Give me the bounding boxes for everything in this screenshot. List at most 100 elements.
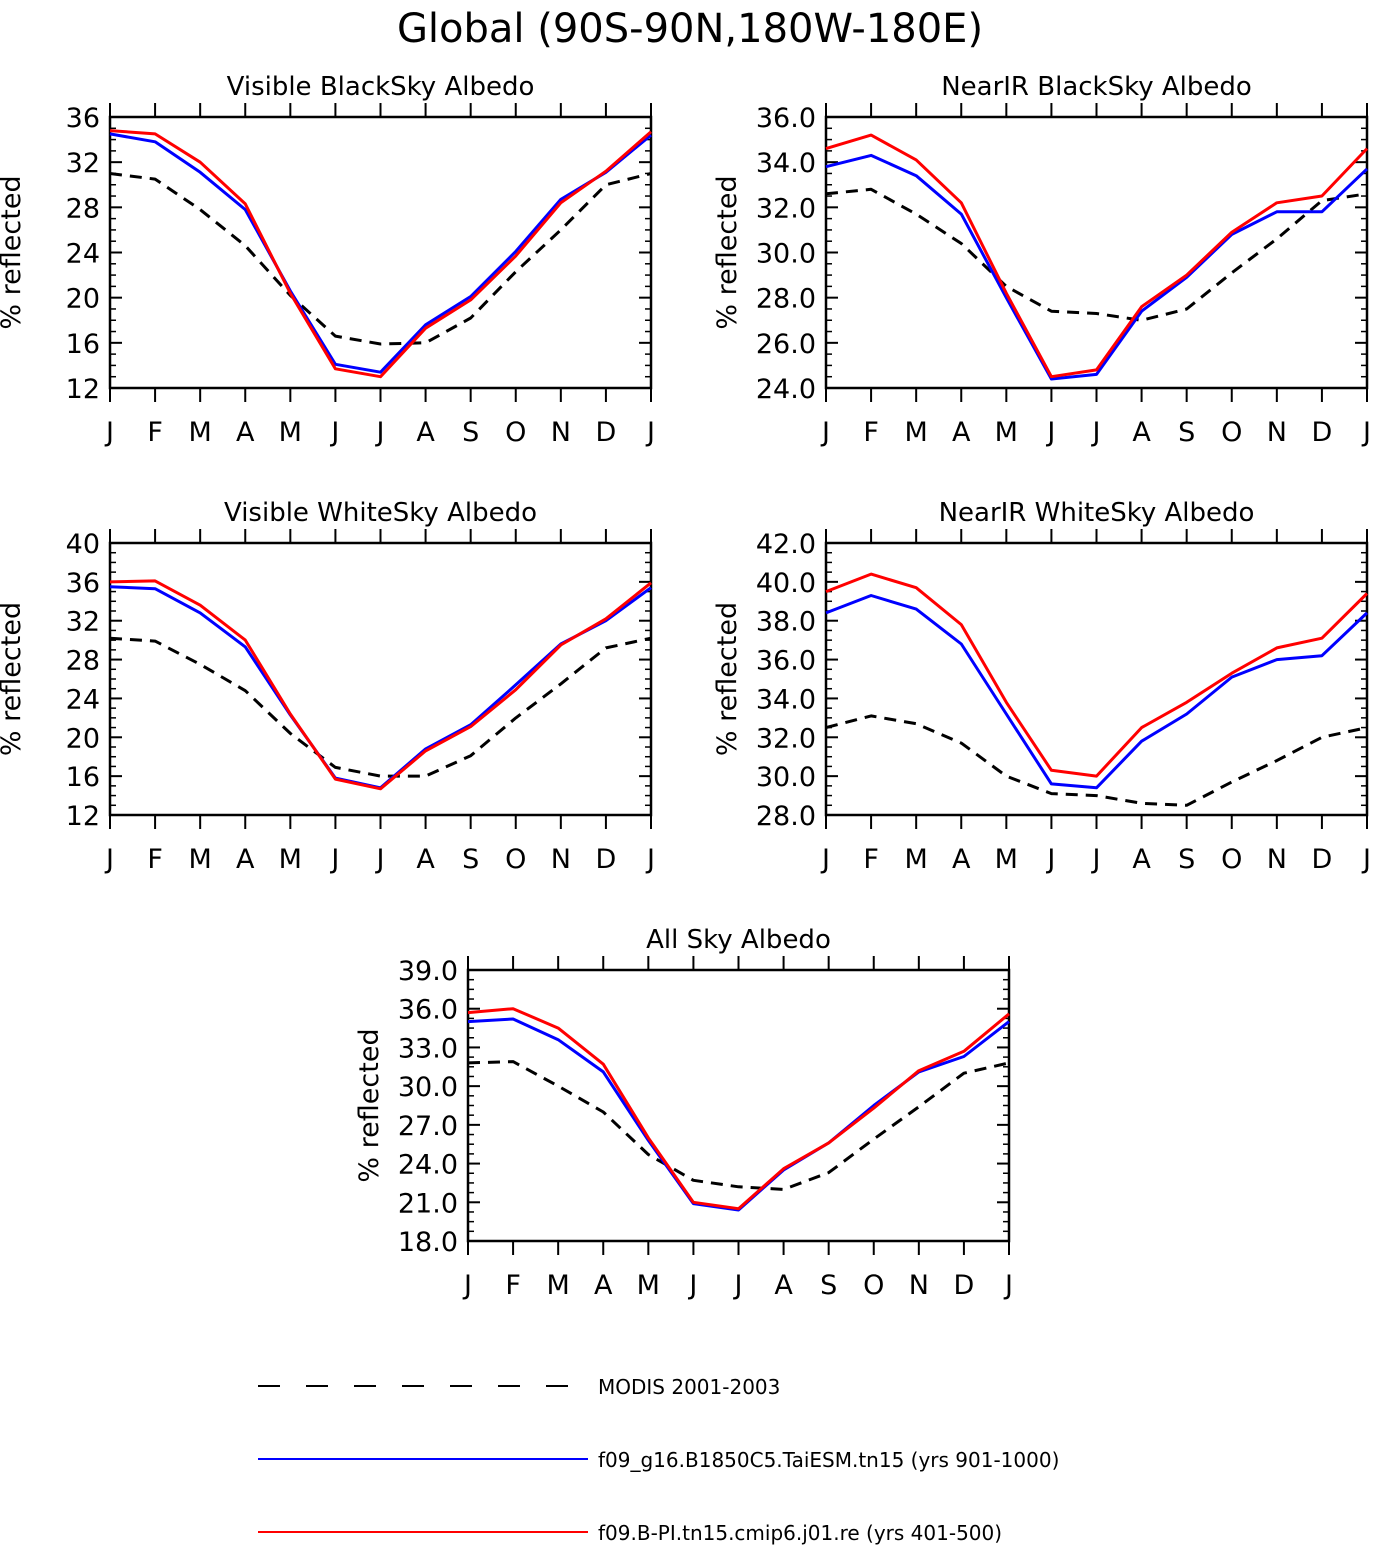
x-tick-label: F [147,417,163,448]
y-tick-label: 21.0 [398,1188,458,1219]
x-tick-label: O [505,844,526,875]
y-tick-label: 32 [66,607,100,638]
y-tick-label: 36.0 [756,646,816,677]
y-tick-label: 38.0 [756,607,816,638]
x-tick-label: J [1045,844,1055,875]
y-tick-label: 12 [66,801,100,832]
x-tick-label: J [1091,417,1101,448]
y-tick-label: 28 [66,646,100,677]
series-line-3 [109,129,652,379]
x-tick-label: A [1132,417,1151,448]
series-line-3 [467,1007,1010,1211]
panel-title: NearIR WhiteSky Albedo [939,498,1255,528]
x-tick-label: M [905,844,928,875]
y-axis-label: % reflected [0,602,27,756]
x-tick-label: J [462,1270,472,1301]
x-tick-label: J [375,844,385,875]
plot-frame [466,968,1011,1243]
panel-2: NearIR BlackSky Albedo 24.0 26.0 28.0 30.0 32… [712,72,1371,448]
x-tick-label: M [547,1270,570,1301]
x-tick-label: N [909,1270,929,1301]
panel-4: NearIR WhiteSky Albedo 28.0 30.0 32.0 34.0 36… [712,498,1371,875]
y-tick-label: 24.0 [398,1150,458,1181]
x-tick-label: F [863,417,879,448]
x-tick-label: J [645,844,655,875]
x-tick-label: D [1312,417,1333,448]
series-line-1 [109,636,652,778]
panel-5: All Sky Albedo 18.0 21.0 24.0 27.0 30.0 33.0 36… [354,925,1013,1301]
y-tick-label: 40.0 [756,568,816,599]
x-tick-label: A [952,844,971,875]
series-line-2 [467,1017,1010,1212]
series-line-3 [109,579,652,791]
x-tick-label: J [820,417,830,448]
panel-title: Visible BlackSky Albedo [227,72,535,102]
x-tick-label: A [416,844,435,875]
y-tick-label: 40 [66,529,100,560]
x-tick-label: A [594,1270,613,1301]
x-tick-label: F [863,844,879,875]
legend-label-1: MODIS 2001-2003 [598,1375,780,1399]
x-tick-label: A [1132,844,1151,875]
x-tick-label: J [1045,417,1055,448]
y-tick-label: 28.0 [756,801,816,832]
x-tick-label: O [505,417,526,448]
x-tick-label: A [774,1270,793,1301]
panel-3: Visible WhiteSky Albedo 12 16 20 24 28 32 36 40 J… [0,498,655,875]
y-tick-label: 36.0 [756,103,816,134]
series-line-1 [109,172,652,346]
y-tick-label: 30.0 [398,1072,458,1103]
x-tick-label: A [952,417,971,448]
series-line-2 [825,594,1369,790]
x-tick-label: F [147,844,163,875]
y-tick-label: 28.0 [756,284,816,315]
series-line-1 [825,187,1368,322]
y-tick-label: 36 [66,568,100,599]
y-tick-label: 30.0 [756,762,816,793]
panel-title: Visible WhiteSky Albedo [224,498,537,528]
y-tick-label: 32 [66,148,100,179]
x-tick-label: S [1178,844,1195,875]
y-tick-label: 30.0 [756,239,816,270]
x-tick-label: J [820,844,830,875]
series-line-3 [825,133,1369,379]
y-axis-label: % reflected [712,602,743,756]
x-tick-label: N [551,844,571,875]
y-tick-label: 20 [66,284,100,315]
x-tick-label: J [329,417,339,448]
y-tick-label: 18.0 [398,1227,458,1258]
x-tick-label: F [505,1270,521,1301]
x-tick-label: M [905,417,928,448]
x-tick-label: M [637,1270,660,1301]
panel-title: All Sky Albedo [646,925,831,955]
x-tick-label: J [329,844,339,875]
y-tick-label: 28 [66,193,100,224]
x-tick-label: S [462,844,479,875]
x-tick-label: J [1361,417,1371,448]
x-tick-label: D [954,1270,975,1301]
x-tick-label: O [863,1270,884,1301]
y-tick-label: 36.0 [398,995,458,1026]
y-tick-label: 24 [66,684,100,715]
x-tick-label: J [1003,1270,1013,1301]
x-tick-label: M [189,844,212,875]
y-tick-label: 36 [66,103,100,134]
y-tick-label: 34.0 [756,684,816,715]
y-tick-label: 12 [66,374,100,405]
y-axis-label: % reflected [0,175,27,329]
x-tick-label: J [733,1270,743,1301]
x-tick-label: O [1221,417,1242,448]
x-tick-label: M [279,417,302,448]
x-tick-label: S [1178,417,1195,448]
legend-label-3: f09.B-PI.tn15.cmip6.j01.re (yrs 401-500) [598,1521,1002,1545]
y-tick-label: 32.0 [756,723,816,754]
panel-title: NearIR BlackSky Albedo [941,72,1252,102]
y-tick-label: 42.0 [756,529,816,560]
y-tick-label: 24.0 [756,374,816,405]
y-tick-label: 39.0 [398,956,458,987]
legend: MODIS 2001-2003 f09_g16.B1850C5.TaiESM.tn… [258,1375,1059,1545]
x-tick-label: S [820,1270,837,1301]
